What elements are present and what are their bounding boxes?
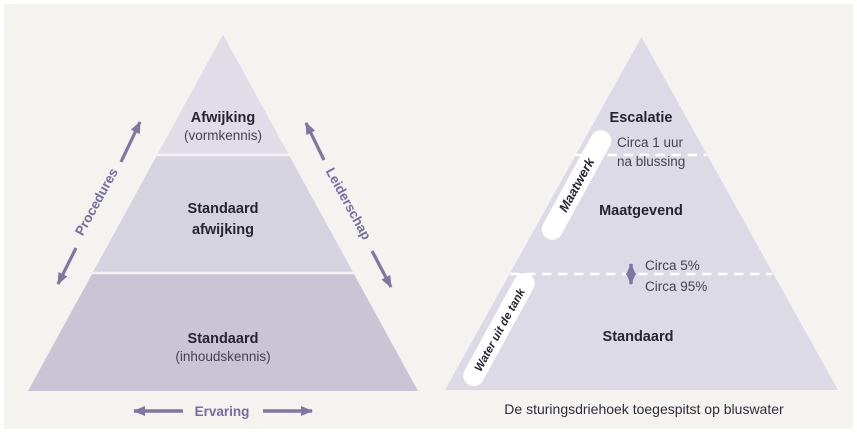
left-section-top-subtitle: (vormkennis): [184, 128, 262, 143]
left-pyramid: Afwijking (vormkennis) Standaard afwijki…: [28, 35, 418, 419]
left-pyramid-section-top: [157, 35, 289, 155]
percentage-annotation: Circa 5% Circa 95%: [626, 258, 707, 294]
right-level-escalatie: Escalatie: [610, 110, 673, 126]
ervaring-axis-label: Ervaring: [195, 404, 250, 419]
procedures-arrow-down-icon: [56, 247, 78, 285]
annotation-na-blussing: na blussing: [617, 154, 685, 169]
leiderschap-arrow-up-icon: [304, 122, 326, 161]
left-section-top-title: Afwijking: [191, 110, 255, 126]
diagram-caption: De sturingsdriehoek toegespitst op blusw…: [504, 401, 784, 417]
left-section-bottom-title: Standaard: [188, 331, 259, 347]
maatwerk-capsule-bar: [541, 130, 612, 240]
right-pyramid-body: [445, 37, 838, 390]
annotation-circa-95: Circa 95%: [645, 279, 707, 294]
right-pyramid: Escalatie Maatgevend Standaard Circa 1 u…: [445, 37, 838, 417]
water-capsule-bar: [463, 272, 535, 387]
left-section-bottom-subtitle: (inhoudskennis): [175, 349, 270, 364]
annotation-circa-1-uur: Circa 1 uur: [617, 135, 684, 150]
right-level-maatgevend: Maatgevend: [599, 203, 683, 219]
annotation-circa-5: Circa 5%: [645, 258, 700, 273]
right-level-standaard: Standaard: [603, 329, 674, 345]
left-section-middle-title-line1: Standaard: [188, 201, 259, 217]
ervaring-axis: Ervaring: [133, 404, 313, 419]
leiderschap-arrow-down-icon: [370, 250, 393, 288]
procedures-arrow-up-icon: [119, 121, 142, 163]
left-section-middle-title-line2: afwijking: [192, 222, 254, 238]
